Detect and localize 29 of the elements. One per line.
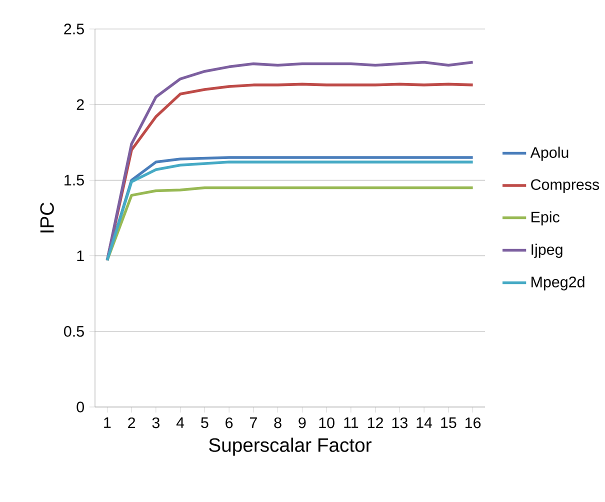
legend-label: Apolu: [530, 146, 568, 161]
x-tick-label: 12: [368, 417, 384, 428]
x-tick-label: 10: [319, 417, 334, 428]
y-axis-title: IPC: [40, 202, 54, 232]
x-tick-label: 16: [466, 417, 481, 428]
x-tick-label: 2: [128, 417, 136, 428]
y-tick-label: 0: [76, 402, 84, 412]
y-tick-label: 1: [77, 250, 84, 262]
y-tick-label: 0.5: [64, 326, 84, 337]
x-tick-label: 3: [152, 417, 160, 428]
legend-label: Mpeg2d: [532, 276, 584, 290]
x-tick-label: 8: [274, 417, 282, 428]
x-tick-label: 11: [344, 417, 358, 428]
x-tick-label: 6: [226, 417, 233, 428]
y-tick-label: 2: [76, 99, 84, 110]
x-tick-label: 9: [298, 417, 306, 428]
legend-label: Compress: [531, 179, 600, 193]
legend-label: Ijpeg: [532, 244, 562, 258]
x-axis-title: Superscalar Factor: [209, 438, 372, 456]
x-tick-label: 14: [416, 417, 432, 428]
y-tick-label: 1.5: [64, 174, 84, 186]
legend-label: Epic: [532, 211, 560, 226]
y-tick-label: 2.5: [64, 24, 84, 34]
x-tick-label: 5: [201, 417, 208, 428]
x-tick-label: 15: [441, 417, 456, 428]
x-tick-label: 4: [176, 417, 184, 428]
x-tick-label: 7: [250, 417, 257, 428]
x-tick-label: 1: [104, 417, 111, 428]
x-tick-label: 13: [392, 417, 408, 428]
